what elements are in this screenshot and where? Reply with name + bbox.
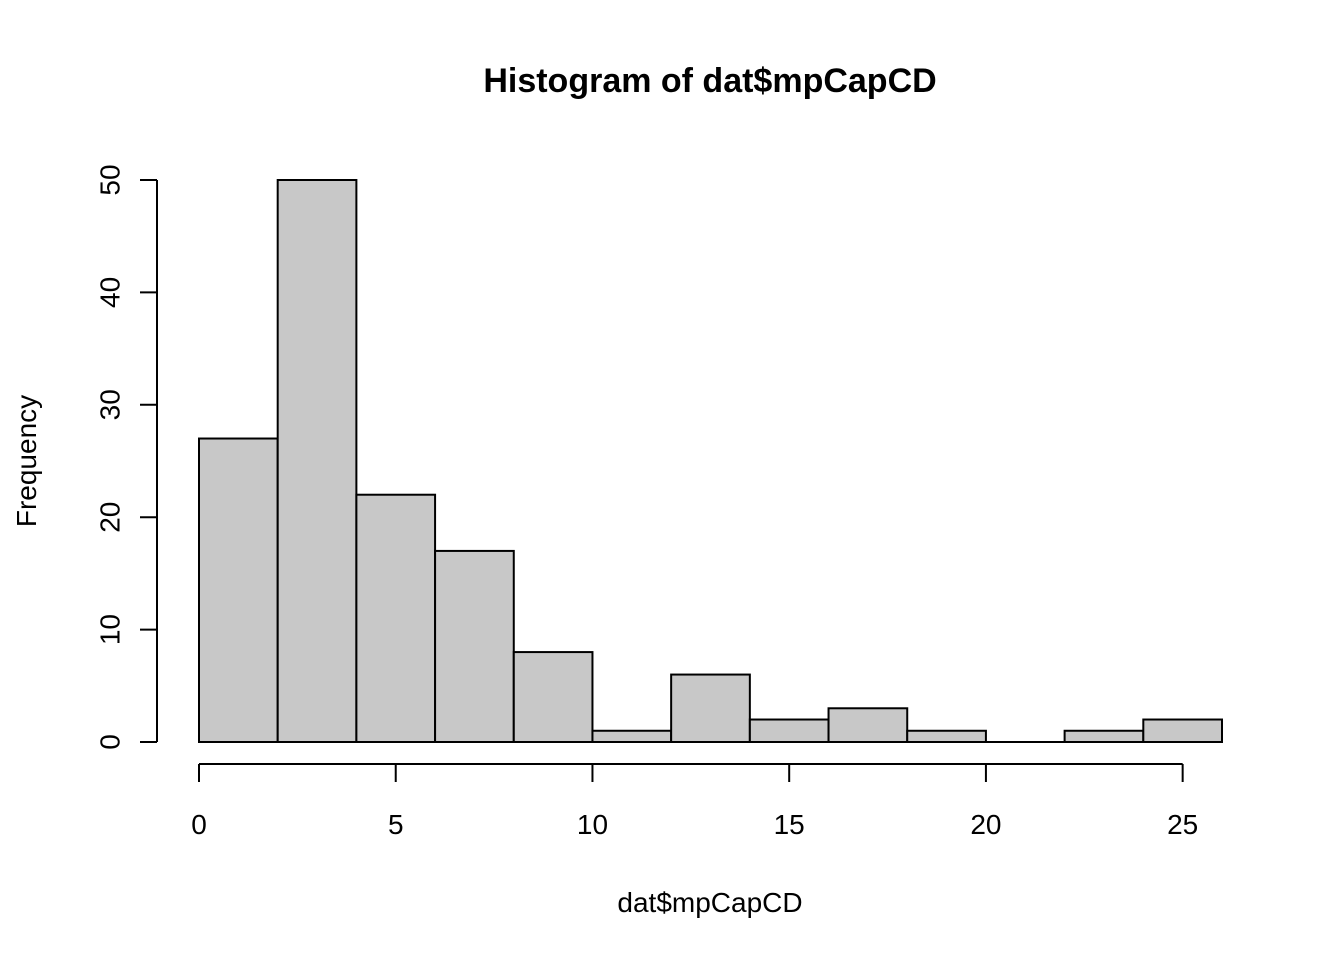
histogram-bar [906, 729, 987, 744]
x-tick-label: 25 [1167, 809, 1198, 840]
y-tick-label: 40 [95, 277, 126, 308]
histogram-bar [434, 549, 515, 743]
x-tick-label: 15 [774, 809, 805, 840]
y-tick-label: 50 [95, 164, 126, 195]
histogram-bar [1063, 729, 1145, 744]
chart-title: Histogram of dat$mpCapCD [483, 62, 936, 100]
x-tick-label: 5 [388, 809, 404, 840]
y-tick-label: 20 [95, 502, 126, 533]
y-tick-label: 30 [95, 389, 126, 420]
y-tick-label: 10 [95, 614, 126, 645]
x-tick-label: 0 [191, 809, 207, 840]
x-axis: 0 5 10 15 20 25 [191, 763, 1198, 840]
histogram-bar [198, 437, 279, 743]
histogram-bar [827, 707, 909, 744]
x-tick-label: 20 [970, 809, 1001, 840]
x-axis-label: dat$mpCapCD [617, 887, 802, 918]
histogram-bar [1142, 718, 1224, 744]
histogram-bar [276, 179, 358, 743]
histogram-bar [748, 718, 830, 744]
bars-group [198, 179, 1224, 744]
y-tick-label: 0 [95, 734, 126, 750]
histogram-bar [670, 673, 751, 743]
histogram-bar [355, 493, 437, 743]
y-axis-label: Frequency [11, 395, 42, 527]
x-tick-label: 10 [577, 809, 608, 840]
histogram-bar [591, 729, 673, 744]
histogram-bar [512, 651, 594, 744]
y-axis: 0 10 20 30 40 50 [95, 164, 158, 750]
